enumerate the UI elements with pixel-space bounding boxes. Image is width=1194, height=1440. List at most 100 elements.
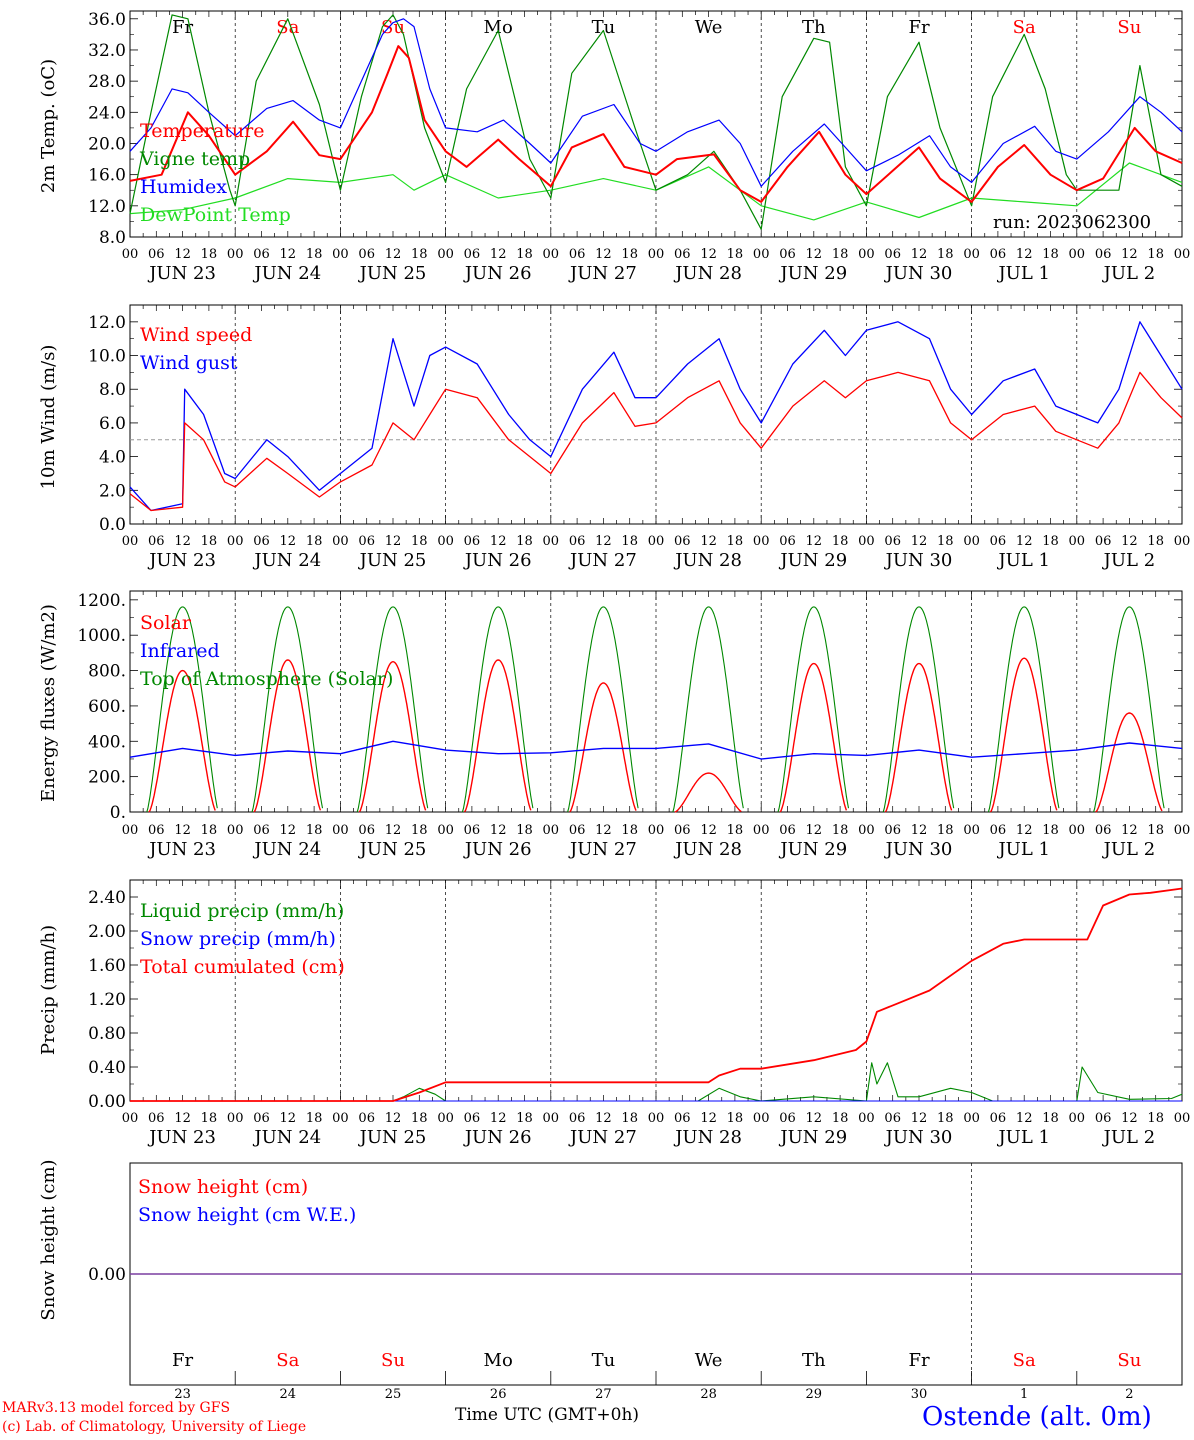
- hour-label: 06: [253, 247, 270, 262]
- date-label: JUL 1: [996, 839, 1050, 860]
- toa-day-curve: [567, 606, 639, 813]
- hour-label: 06: [884, 823, 901, 838]
- weekday-label: Th: [802, 17, 826, 38]
- hour-label: 06: [990, 534, 1007, 549]
- time-axis-label: Time UTC (GMT+0h): [455, 1405, 640, 1425]
- legend-snow_precip: Snow precip (mm/h): [140, 928, 336, 950]
- weekday-label: Fr: [908, 1350, 929, 1371]
- y-tick-label: 600.: [88, 697, 126, 717]
- legend-wind_speed: Wind speed: [140, 324, 252, 346]
- hour-label: 12: [385, 1111, 402, 1126]
- hour-label: 18: [937, 247, 954, 262]
- date-label: JUN 24: [252, 550, 321, 571]
- toa-day-curve: [356, 606, 429, 813]
- legend-cumulated: Total cumulated (cm): [140, 956, 345, 978]
- hour-label: 00: [963, 823, 980, 838]
- hour-label: 18: [516, 534, 533, 549]
- hour-label: 00: [332, 1111, 349, 1126]
- hour-label: 00: [332, 247, 349, 262]
- date-label: JUL 1: [996, 1127, 1050, 1148]
- y-tick-label: 1200.: [77, 591, 126, 611]
- date-label: JUN 30: [884, 839, 953, 860]
- solar-day-curve: [358, 661, 427, 813]
- series-line-liquid: [130, 1062, 1183, 1102]
- hour-label: 18: [411, 1111, 428, 1126]
- hour-label: 06: [569, 823, 586, 838]
- day-number-label: 1: [1020, 1387, 1028, 1402]
- y-tick-label: 2.0: [99, 481, 126, 501]
- hour-label: 06: [358, 1111, 375, 1126]
- legend-temperature: Temperature: [140, 120, 264, 142]
- hour-label: 18: [621, 247, 638, 262]
- hour-label: 12: [174, 823, 191, 838]
- y-axis-label: Energy fluxes (W/m2): [38, 604, 59, 802]
- hour-label: 00: [227, 247, 244, 262]
- date-label: JUN 25: [358, 1127, 427, 1148]
- hour-label: 00: [543, 823, 560, 838]
- hour-label: 00: [858, 247, 875, 262]
- hour-label: 18: [937, 534, 954, 549]
- date-label: JUN 26: [463, 1127, 532, 1148]
- y-axis-label: Precip (mm/h): [38, 925, 59, 1055]
- y-tick-label: 2.00: [88, 922, 126, 942]
- hour-label: 00: [437, 247, 454, 262]
- hour-label: 06: [464, 823, 481, 838]
- weekday-label: Th: [802, 1350, 826, 1371]
- weekday-label: Mo: [484, 1350, 513, 1371]
- hour-label: 18: [832, 534, 849, 549]
- hour-label: 12: [280, 247, 297, 262]
- hour-label: 12: [806, 823, 823, 838]
- hour-label: 06: [358, 534, 375, 549]
- hour-label: 18: [621, 823, 638, 838]
- hour-label: 06: [358, 823, 375, 838]
- date-label: JUL 2: [1102, 550, 1156, 571]
- legend-toa: Top of Atmosphere (Solar): [140, 668, 393, 690]
- date-label: JUN 27: [568, 1127, 637, 1148]
- hour-label: 18: [411, 247, 428, 262]
- hour-label: 00: [648, 1111, 665, 1126]
- hour-label: 18: [306, 823, 323, 838]
- date-label: JUN 29: [778, 1127, 847, 1148]
- toa-day-curve: [251, 606, 324, 813]
- y-tick-label: 36.0: [88, 10, 126, 30]
- hour-label: 06: [464, 247, 481, 262]
- hour-label: 00: [122, 823, 139, 838]
- hour-label: 18: [201, 1111, 218, 1126]
- day-number-label: 27: [595, 1387, 612, 1402]
- hour-label: 00: [1069, 534, 1086, 549]
- hour-label: 00: [753, 247, 770, 262]
- hour-label: 18: [832, 1111, 849, 1126]
- hour-label: 12: [280, 1111, 297, 1126]
- weekday-label: Su: [381, 1350, 405, 1371]
- hour-label: 18: [832, 823, 849, 838]
- hour-label: 12: [700, 534, 717, 549]
- date-label: JUN 25: [358, 839, 427, 860]
- hour-label: 00: [753, 1111, 770, 1126]
- date-label: JUN 28: [673, 839, 742, 860]
- day-number-label: 30: [911, 1387, 928, 1402]
- station-name: Ostende (alt. 0m): [922, 1402, 1152, 1432]
- legend-dewpoint: DewPoint Temp: [140, 204, 291, 226]
- series-line-humidex: [129, 18, 1183, 187]
- hour-label: 06: [1095, 1111, 1112, 1126]
- solar-day-curve: [1095, 712, 1163, 813]
- hour-label: 06: [884, 1111, 901, 1126]
- y-tick-label: 32.0: [88, 41, 126, 61]
- y-tick-label: 4.0: [99, 448, 126, 468]
- hour-label: 00: [1069, 1111, 1086, 1126]
- solar-day-curve: [989, 657, 1058, 813]
- hour-label: 12: [700, 823, 717, 838]
- date-label: JUN 24: [252, 1127, 321, 1148]
- weekday-label: Tu: [592, 1350, 616, 1371]
- hour-label: 18: [1042, 247, 1059, 262]
- legend-liquid: Liquid precip (mm/h): [140, 900, 344, 922]
- hour-label: 18: [201, 247, 218, 262]
- y-axis-label: Snow height (cm): [38, 1159, 59, 1320]
- y-tick-label: 0.40: [88, 1058, 126, 1078]
- solar-day-curve: [779, 662, 848, 813]
- y-tick-label: 200.: [88, 768, 126, 788]
- weekday-label: Su: [1117, 17, 1141, 38]
- hour-label: 12: [174, 1111, 191, 1126]
- y-tick-label: 400.: [88, 732, 126, 752]
- hour-label: 12: [1016, 1111, 1033, 1126]
